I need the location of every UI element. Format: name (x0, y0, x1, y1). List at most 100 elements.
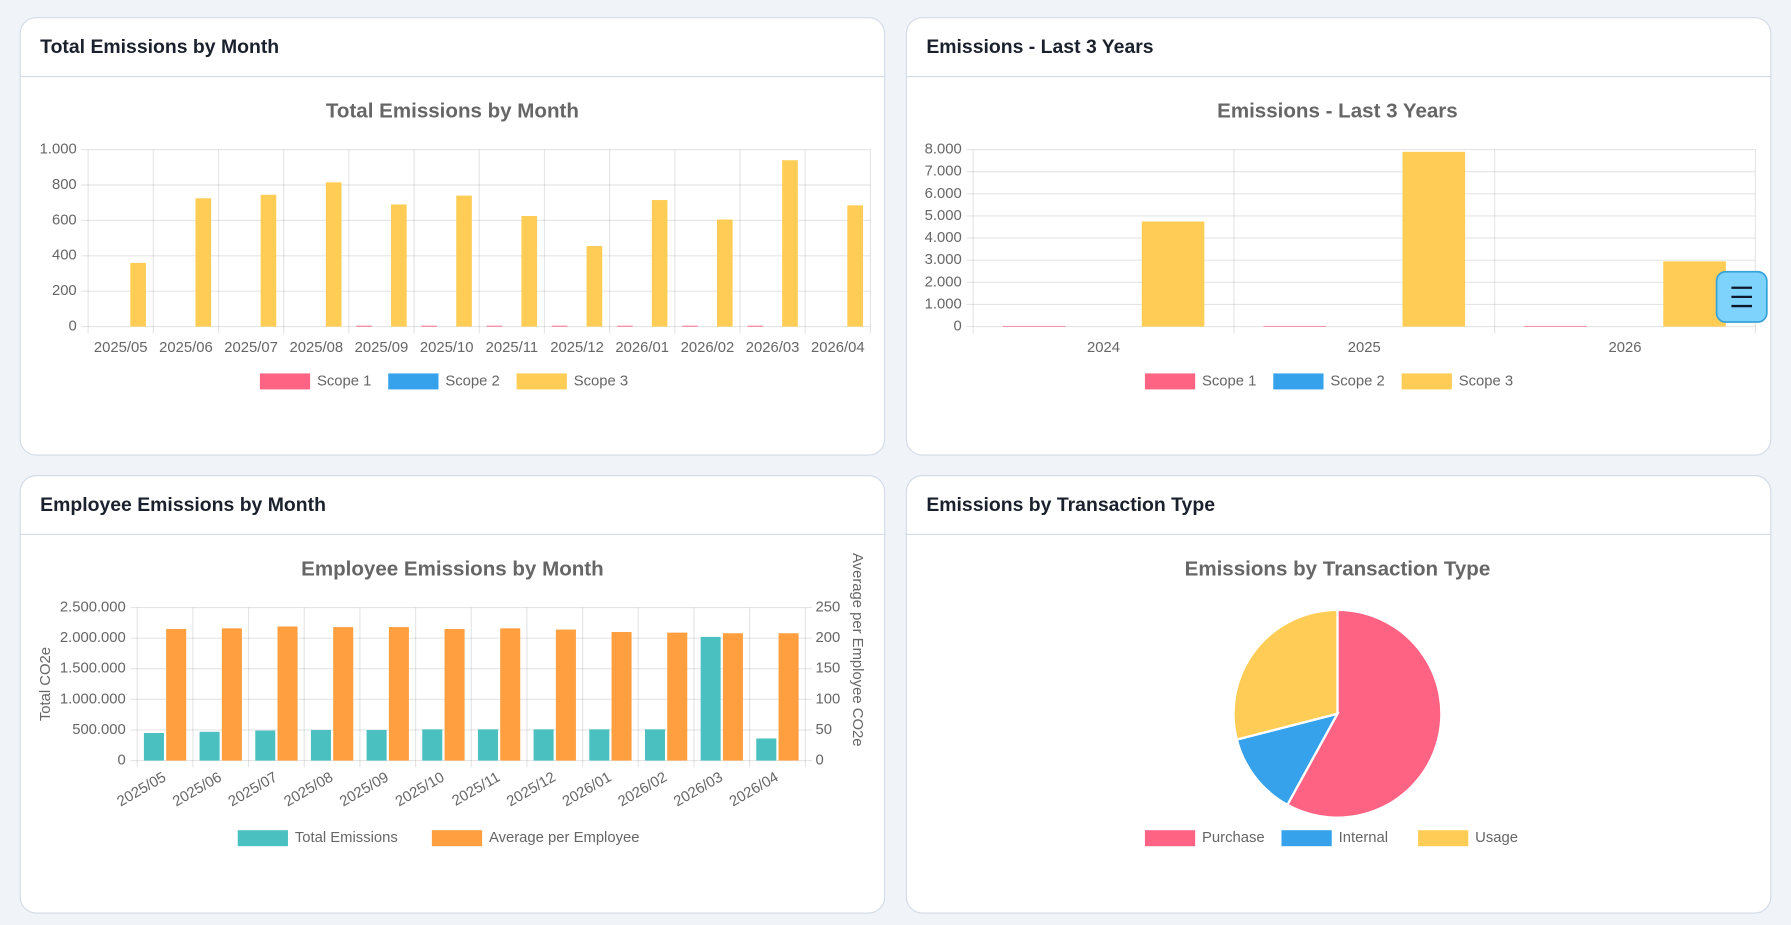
x-tick-label: 2025/07 (224, 340, 278, 356)
card (905, 17, 1772, 456)
chart-title: Emissions - Last 3 Years (1217, 99, 1458, 122)
legend-swatch (259, 373, 311, 390)
x-tick-label: 2025/10 (420, 340, 474, 356)
bar (589, 729, 610, 761)
x-tick-label: 2025/11 (486, 340, 539, 356)
bar (310, 729, 331, 761)
bar (611, 632, 632, 761)
y-tick-label: 1.000.000 (60, 691, 126, 707)
chart-title: Emissions by Transaction Type (1185, 557, 1491, 580)
legend-label: Internal (1339, 830, 1388, 846)
y-tick-label: 0 (118, 752, 126, 768)
legend-swatch (516, 373, 567, 390)
card-title: Total Emissions by Month (40, 36, 279, 58)
y-tick-label: 6.000 (925, 186, 962, 202)
y-tick-label: 3.000 (925, 252, 962, 268)
x-tick-label: 2025/12 (550, 340, 604, 356)
y-tick-label: 1.000 (925, 296, 962, 312)
legend-swatch (1418, 830, 1469, 847)
bar (700, 636, 721, 761)
legend-label: Scope 1 (317, 373, 371, 389)
y-axis-label: Total CO2e (38, 647, 54, 721)
legend-label: Purchase (1202, 830, 1265, 846)
bar (782, 160, 798, 327)
y-tick-label: 0 (68, 319, 76, 335)
bar (456, 195, 472, 327)
y2-tick-label: 150 (816, 661, 841, 677)
bar (555, 629, 576, 761)
y-tick-label: 800 (52, 177, 77, 193)
y-tick-label: 1.500.000 (60, 661, 126, 677)
bar (1663, 261, 1726, 327)
x-tick-label: 2026 (1609, 340, 1642, 356)
legend-label: Scope 3 (1459, 373, 1513, 389)
x-tick-label: 2025/08 (289, 340, 343, 356)
bar (333, 627, 354, 761)
x-tick-label: 2026/02 (681, 340, 735, 356)
legend-swatch (1273, 373, 1324, 390)
y-tick-label: 400 (52, 248, 77, 264)
bar (847, 205, 863, 327)
bar (143, 733, 164, 761)
x-tick-label: 2025 (1348, 340, 1381, 356)
y2-tick-label: 250 (816, 599, 841, 615)
y-tick-label: 0 (953, 319, 961, 335)
y-tick-label: 4.000 (925, 230, 962, 246)
bar (1524, 325, 1587, 327)
legend-swatch (1281, 830, 1332, 847)
bar (617, 325, 633, 327)
bar (716, 219, 733, 327)
chart-title: Total Emissions by Month (326, 99, 579, 122)
card-title: Emissions - Last 3 Years (926, 36, 1153, 58)
x-tick-label: 2026/04 (811, 340, 865, 356)
legend-swatch (1144, 830, 1196, 847)
x-tick-label: 2026/03 (746, 340, 800, 356)
bar (255, 730, 276, 761)
menu-button[interactable] (1715, 270, 1768, 323)
bar (260, 194, 277, 327)
card-title: Employee Emissions by Month (40, 494, 326, 516)
legend-swatch (237, 830, 288, 847)
bar (1141, 221, 1205, 327)
bar (421, 325, 438, 327)
x-tick-label: 2025/06 (159, 340, 213, 356)
card-title: Emissions by Transaction Type (926, 494, 1215, 516)
x-tick-label: 2024 (1087, 340, 1120, 356)
legend-label: Scope 3 (574, 373, 628, 389)
y-tick-label: 1.000 (40, 142, 77, 158)
bar (521, 215, 538, 327)
legend-label: Scope 1 (1202, 373, 1256, 389)
bar (477, 729, 498, 761)
bar (1002, 325, 1066, 327)
bar (551, 325, 568, 327)
legend-swatch (388, 373, 439, 390)
bar (199, 731, 220, 761)
legend-label: Average per Employee (489, 830, 640, 846)
bar (1402, 151, 1466, 327)
bar (277, 626, 298, 761)
y-tick-label: 600 (52, 212, 77, 228)
bar (500, 628, 521, 761)
y-tick-label: 8.000 (925, 142, 962, 158)
y2-axis-label: Average per Employee CO2e (849, 553, 865, 746)
pie-slice (1285, 608, 1443, 819)
bar (747, 325, 764, 327)
legend-label: Scope 2 (445, 373, 499, 389)
bar (391, 204, 407, 327)
pie-slice (1232, 608, 1339, 741)
y-tick-label: 500.000 (72, 722, 126, 738)
legend-swatch (1401, 373, 1452, 390)
bar (667, 632, 688, 761)
y2-tick-label: 200 (816, 630, 841, 646)
bar (778, 633, 799, 761)
bar (195, 198, 212, 327)
y2-tick-label: 100 (816, 691, 841, 707)
bar (422, 729, 443, 761)
bar (325, 182, 342, 327)
bar (756, 738, 777, 761)
card (19, 17, 886, 456)
legend-label: Scope 2 (1330, 373, 1384, 389)
bar (356, 325, 372, 327)
bar (586, 246, 603, 327)
